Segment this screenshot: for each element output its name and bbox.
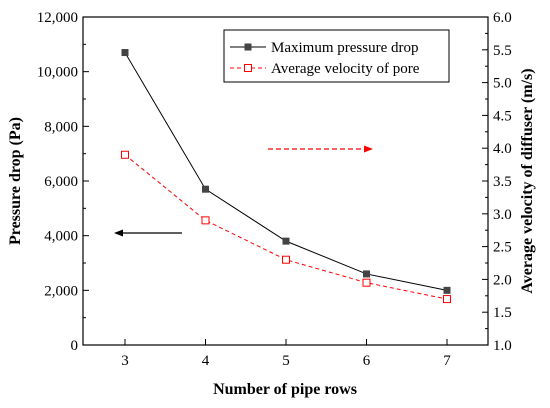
y2-tick-label: 5.0 <box>493 76 512 92</box>
y2-tick-label: 4.5 <box>493 108 512 124</box>
x-axis-title: Number of pipe rows <box>213 381 357 398</box>
arrow-layer <box>114 145 373 237</box>
x-tick-label: 5 <box>282 353 290 369</box>
y-tick-label: 6,000 <box>44 174 78 190</box>
series-line-velocity <box>124 154 448 300</box>
y2-tick-label: 4.0 <box>493 141 512 157</box>
x-tick-label: 4 <box>202 353 210 369</box>
x-tick-label: 7 <box>443 353 451 369</box>
x-tick-label: 3 <box>121 353 129 369</box>
y-tick-label: 8,000 <box>44 119 78 135</box>
left-axis-arrow-head <box>114 229 123 237</box>
right-axis-arrow-head <box>364 145 373 153</box>
series-layer <box>121 49 451 304</box>
y2-tick-label: 3.0 <box>493 207 512 223</box>
ticks-layer: 3 4 5 6 7 0 2,000 4,000 6,000 8,000 10,000 12,000 1.… <box>37 10 512 369</box>
data-point-pressure <box>363 270 370 278</box>
legend-label-pressure: Maximum pressure drop <box>271 40 418 56</box>
y2-tick-label: 2.5 <box>493 240 512 256</box>
data-point-velocity <box>362 278 371 287</box>
y2-tick-label: 5.5 <box>493 43 512 59</box>
legend-box <box>223 29 450 83</box>
y2-tick-label: 2.0 <box>493 272 512 288</box>
data-point-pressure <box>202 185 209 193</box>
legend-label-velocity: Average velocity of pore <box>271 61 420 77</box>
series-line-pressure <box>124 52 448 291</box>
data-point-velocity <box>282 255 290 264</box>
data-point-pressure <box>282 237 290 245</box>
y2-tick-label: 1.5 <box>493 305 512 321</box>
y2-tick-label: 3.5 <box>493 174 512 190</box>
data-point-velocity <box>121 150 129 159</box>
x-tick-label: 6 <box>363 353 371 369</box>
y-tick-label: 0 <box>71 338 79 354</box>
data-point-velocity <box>201 216 210 225</box>
y-tick-label: 4,000 <box>44 229 78 245</box>
y-tick-label: 2,000 <box>44 283 78 299</box>
y2-tick-label: 1.0 <box>493 338 512 354</box>
data-point-pressure <box>121 49 129 57</box>
y2-tick-label: 6.0 <box>493 10 512 26</box>
legend-marker-pressure <box>244 43 252 51</box>
y-axis-title: Pressure drop (Pa) <box>7 117 24 245</box>
data-point-velocity <box>443 295 451 304</box>
y2-axis-title: Average velocity of diffuser (m/s) <box>519 68 536 293</box>
y-tick-label: 12,000 <box>37 10 78 26</box>
legend: Maximum pressure drop Average velocity o… <box>223 29 450 83</box>
y-tick-label: 10,000 <box>37 65 78 81</box>
legend-marker-velocity <box>244 64 252 72</box>
data-point-pressure <box>443 286 451 294</box>
